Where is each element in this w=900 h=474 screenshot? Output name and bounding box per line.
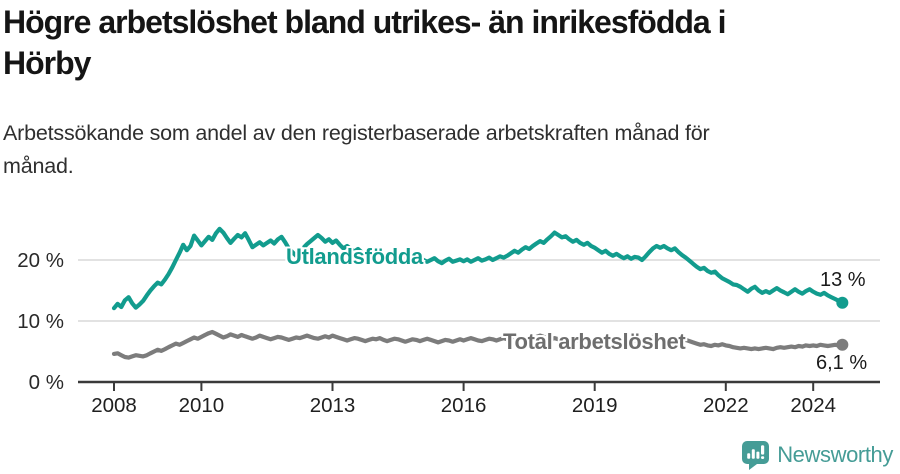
- y-tick-label: 20 %: [17, 249, 64, 272]
- chart-subtitle-line2: månad.: [3, 154, 74, 178]
- newsworthy-logo-icon: [742, 441, 770, 470]
- x-tick-label: 2013: [310, 394, 356, 417]
- x-tick-label: 2024: [790, 394, 836, 417]
- series-label-utlandsfodda: Utlandsfödda: [286, 244, 423, 269]
- x-tick-label: 2016: [441, 394, 487, 417]
- newsworthy-wordmark: Newsworthy: [777, 442, 893, 467]
- newsworthy-branding: Newsworthy: [741, 440, 893, 470]
- chart-title: Högre arbetslöshet bland utrikes- än inr…: [3, 2, 726, 84]
- x-tick-label: 2010: [179, 394, 225, 417]
- end-value-total: 6,1 %: [816, 352, 868, 374]
- series-label-total: Total arbetslöshet: [503, 329, 686, 354]
- series-end-dot: [836, 296, 849, 309]
- chart-title-line2: Hörby: [3, 45, 91, 81]
- x-tick-label: 2008: [91, 394, 137, 417]
- x-tick-label: 2019: [572, 394, 618, 417]
- y-tick-label: 10 %: [17, 310, 64, 333]
- x-tick-label: 2022: [703, 394, 749, 417]
- series-line-total-arbetsl-shet: [111, 329, 845, 360]
- chart-subtitle: Arbetssökande som andel av den registerb…: [3, 117, 710, 183]
- end-value-utlandsfodda: 13 %: [820, 269, 866, 291]
- series-end-dot: [836, 338, 849, 351]
- chart-subtitle-line1: Arbetssökande som andel av den registerb…: [3, 121, 710, 145]
- series-line-utlandsf-dda: [111, 226, 845, 311]
- chart-title-line1: Högre arbetslöshet bland utrikes- än inr…: [3, 4, 726, 40]
- y-tick-label: 0 %: [29, 371, 64, 394]
